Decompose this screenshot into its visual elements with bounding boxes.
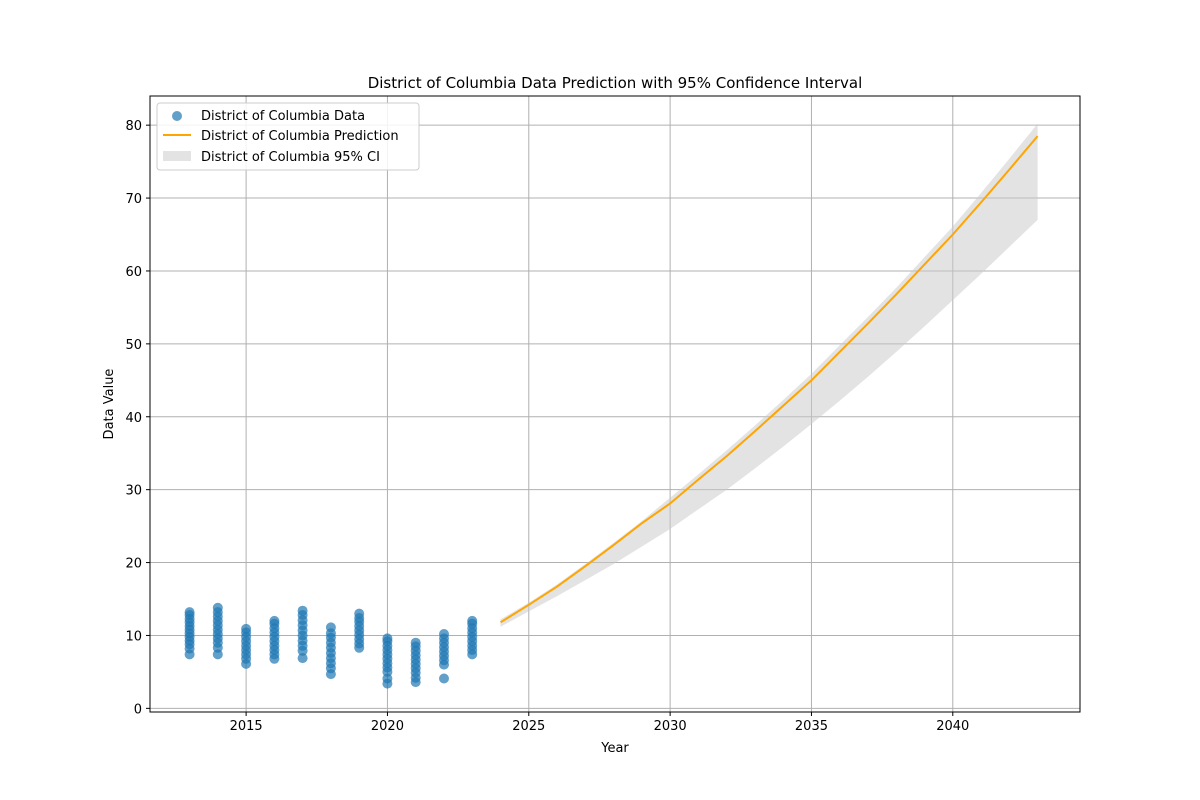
x-tick-label: 2030 xyxy=(654,719,687,734)
y-tick-label: 10 xyxy=(125,629,142,644)
legend-marker-ci xyxy=(163,151,191,161)
data-point xyxy=(269,615,280,626)
y-tick-label: 80 xyxy=(125,119,142,134)
prediction-line xyxy=(499,135,1039,624)
data-point xyxy=(184,607,195,618)
data-point xyxy=(325,622,336,633)
plot-area-frame xyxy=(149,95,1081,713)
legend-label-data: District of Columbia Data xyxy=(201,109,365,124)
x-tick-label: 2020 xyxy=(371,719,404,734)
prediction-line-layer xyxy=(499,135,1039,624)
data-point xyxy=(410,637,421,648)
x-tick-label: 2025 xyxy=(512,719,545,734)
x-tick-label: 2015 xyxy=(230,719,263,734)
y-tick-label: 60 xyxy=(125,265,142,280)
x-tick-label: 2040 xyxy=(936,719,969,734)
data-point xyxy=(212,602,223,613)
x-tick-label: 2035 xyxy=(795,719,828,734)
data-point xyxy=(382,633,393,644)
y-tick-label: 50 xyxy=(125,338,142,353)
data-point xyxy=(297,653,308,664)
data-point xyxy=(439,673,449,684)
axis-ticks: 2015 2020 2025 2030 2035 20400102030405060708… xyxy=(125,119,969,734)
y-tick-label: 30 xyxy=(125,484,142,499)
data-point xyxy=(354,608,365,619)
chart-title: District of Columbia Data Prediction wit… xyxy=(368,74,863,92)
y-axis-label: Data Value xyxy=(102,369,117,440)
data-point xyxy=(297,605,308,616)
y-tick-label: 40 xyxy=(125,411,142,426)
y-tick-label: 70 xyxy=(125,192,142,207)
data-point xyxy=(467,615,478,626)
scatter-layer xyxy=(184,602,478,689)
legend-label-ci: District of Columbia 95% CI xyxy=(201,150,380,165)
legend: District of Columbia Data District of Co… xyxy=(156,102,420,171)
data-point xyxy=(241,623,252,634)
legend-frame xyxy=(156,102,420,171)
x-axis-label: Year xyxy=(600,741,629,756)
y-tick-label: 0 xyxy=(134,702,142,717)
y-tick-label: 20 xyxy=(125,557,142,572)
legend-label-prediction: District of Columbia Prediction xyxy=(201,129,399,144)
data-point xyxy=(439,629,449,639)
legend-marker-data xyxy=(172,111,182,121)
